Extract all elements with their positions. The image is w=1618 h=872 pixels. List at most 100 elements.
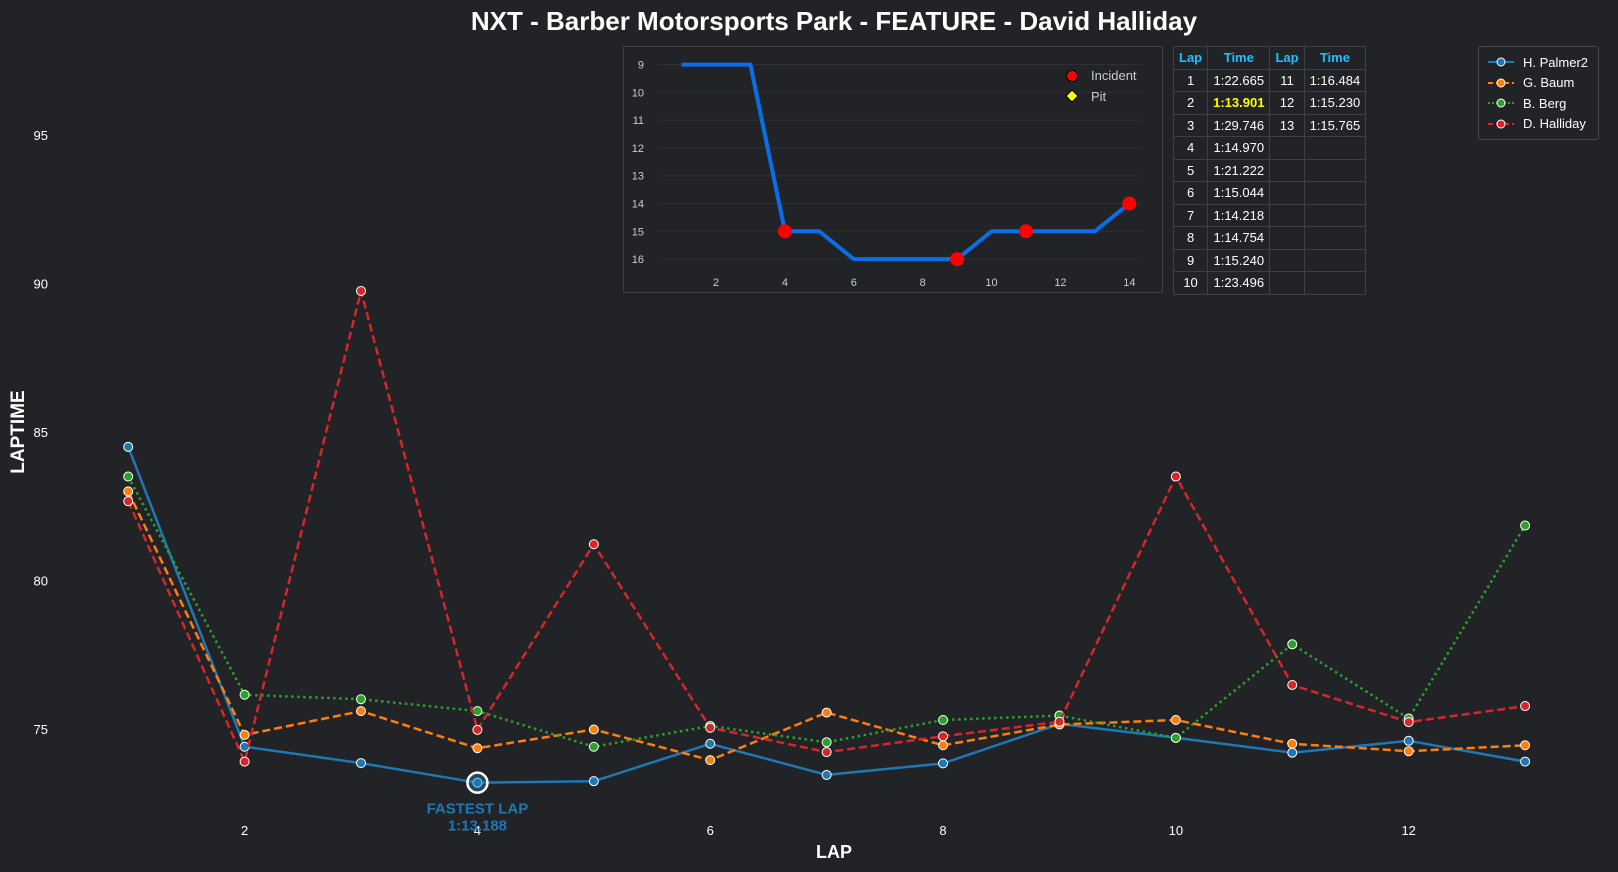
- inset-grid: [658, 64, 1142, 260]
- lap-number-cell: 12: [1269, 91, 1305, 115]
- data-point: [1287, 738, 1298, 749]
- inset-y-tick-label: 16: [632, 254, 644, 266]
- incident-marker: [1019, 224, 1033, 239]
- chart-legend: H. Palmer2 G. Baum B. Berg D. Halliday: [1478, 46, 1600, 140]
- data-point: [239, 689, 250, 700]
- legend-item: G. Baum: [1487, 73, 1588, 94]
- lap-time-cell: [1303, 181, 1367, 205]
- pit-legend-label: Pit: [1091, 89, 1107, 104]
- data-point: [1520, 740, 1531, 751]
- data-point: [1287, 639, 1298, 650]
- data-point: [1520, 701, 1531, 712]
- fastest-lap-annotation: FASTEST LAP 1:13.188: [427, 771, 529, 835]
- inset-y-tick-label: 11: [633, 115, 644, 127]
- inset-y-tick-label: 12: [632, 143, 644, 155]
- lap-number-cell: 2: [1172, 91, 1209, 115]
- incident-marker: [777, 224, 792, 239]
- data-point: [123, 496, 134, 507]
- lap-time-cell: [1303, 226, 1367, 250]
- lap-time-cell: 1:14.970: [1207, 136, 1271, 160]
- lap-time-cell: 1:23.496: [1207, 271, 1271, 295]
- inset-x-tick-label: 8: [920, 277, 926, 289]
- y-tick-label: 80: [34, 573, 48, 588]
- legend-item: D. Halliday: [1487, 114, 1588, 135]
- inset-legend: Incident Pit: [1065, 68, 1137, 104]
- legend-label: D. Halliday: [1523, 116, 1586, 132]
- lap-number-cell: [1269, 181, 1305, 205]
- table-body: 1 1:22.665 11 1:16.484 2 1:13.901 12 1:15.230 3 1…: [1172, 68, 1367, 295]
- lap-times-table: Lap Time Lap Time 1 1:22.665 11 1:16.484 2 1:…: [1172, 46, 1367, 295]
- legend-item: H. Palmer2: [1487, 52, 1588, 73]
- lap-time-cell: 1:14.754: [1207, 226, 1271, 250]
- lap-number-cell: 1: [1172, 68, 1209, 92]
- series-group: [123, 285, 1531, 788]
- data-point: [821, 747, 832, 758]
- legend-marker: [1496, 57, 1506, 67]
- legend-label: G. Baum: [1523, 75, 1575, 91]
- table-header-time: Time: [1303, 46, 1367, 70]
- data-point: [356, 758, 367, 769]
- data-point: [1403, 717, 1414, 728]
- data-point: [821, 737, 832, 748]
- lap-number-cell: 13: [1269, 113, 1305, 137]
- lap-time-cell: 1:21.222: [1207, 158, 1271, 182]
- legend-marker: [1496, 78, 1506, 88]
- inset-x-tick-label: 14: [1123, 277, 1135, 289]
- fastest-lap-label: FASTEST LAP: [427, 801, 529, 818]
- data-point: [938, 758, 949, 769]
- table-row: 5 1:21.222: [1172, 158, 1367, 182]
- legend-swatch: [1488, 98, 1514, 108]
- y-axis-label: LAPTIME: [8, 390, 29, 473]
- data-point: [356, 285, 367, 296]
- data-point: [821, 769, 832, 780]
- data-point: [472, 724, 483, 735]
- lap-number-cell: [1269, 248, 1305, 272]
- data-point: [1170, 715, 1181, 726]
- lap-time-cell: [1303, 203, 1367, 227]
- table-row: 2 1:13.901 12 1:15.230: [1172, 91, 1367, 115]
- data-point: [356, 694, 367, 705]
- lap-time-cell: 1:29.746: [1207, 113, 1271, 137]
- position-line: [681, 62, 1137, 267]
- table-header-time: Time: [1207, 46, 1271, 70]
- lap-time-cell: [1303, 271, 1367, 295]
- lap-time-cell: [1303, 248, 1367, 272]
- lap-number-cell: [1269, 271, 1305, 295]
- data-point: [1403, 746, 1414, 757]
- data-point: [938, 740, 949, 751]
- incident-legend-label: Incident: [1091, 68, 1137, 83]
- legend-label: B. Berg: [1523, 95, 1567, 111]
- data-point: [123, 441, 134, 452]
- legend-swatch: [1488, 78, 1514, 88]
- legend-marker: [1496, 119, 1506, 129]
- series-line: [127, 490, 1526, 762]
- y-tick-label: 85: [34, 425, 48, 440]
- x-tick-label: 2: [241, 823, 248, 838]
- data-point: [356, 706, 367, 717]
- lap-number-cell: [1269, 158, 1305, 182]
- lap-time-cell: [1303, 158, 1367, 182]
- data-point: [938, 731, 949, 742]
- x-tick-label: 4: [474, 823, 481, 838]
- data-point: [1287, 747, 1298, 758]
- lap-number-cell: [1269, 136, 1305, 160]
- inset-x-tick-label: 6: [851, 277, 857, 289]
- position-inset-chart: 9 10 11 12 13 14 15 16 2 4 6 8 10 12 14 Incident Pit: [623, 46, 1163, 293]
- data-point: [1403, 735, 1414, 746]
- data-point: [588, 741, 599, 752]
- data-point: [1054, 716, 1065, 727]
- series-d-halliday: [123, 285, 1531, 767]
- legend-marker: [1496, 98, 1506, 108]
- lap-time-cell: 1:15.230: [1303, 91, 1367, 115]
- fastest-lap-time: 1:13.188: [448, 818, 507, 835]
- data-point: [123, 471, 134, 482]
- position-chart-svg: 9 10 11 12 13 14 15 16 2 4 6 8 10 12 14 Incident Pit: [632, 60, 1142, 289]
- series-line: [127, 289, 1526, 763]
- lap-number-cell: [1269, 203, 1305, 227]
- data-point: [588, 724, 599, 735]
- series-line: [127, 475, 1527, 748]
- inset-x-tick-label: 2: [713, 277, 719, 289]
- pit-legend-marker: [1065, 89, 1079, 103]
- lap-time-cell: 1:16.484: [1303, 68, 1367, 92]
- table-row: 3 1:29.746 13 1:15.765: [1172, 113, 1367, 137]
